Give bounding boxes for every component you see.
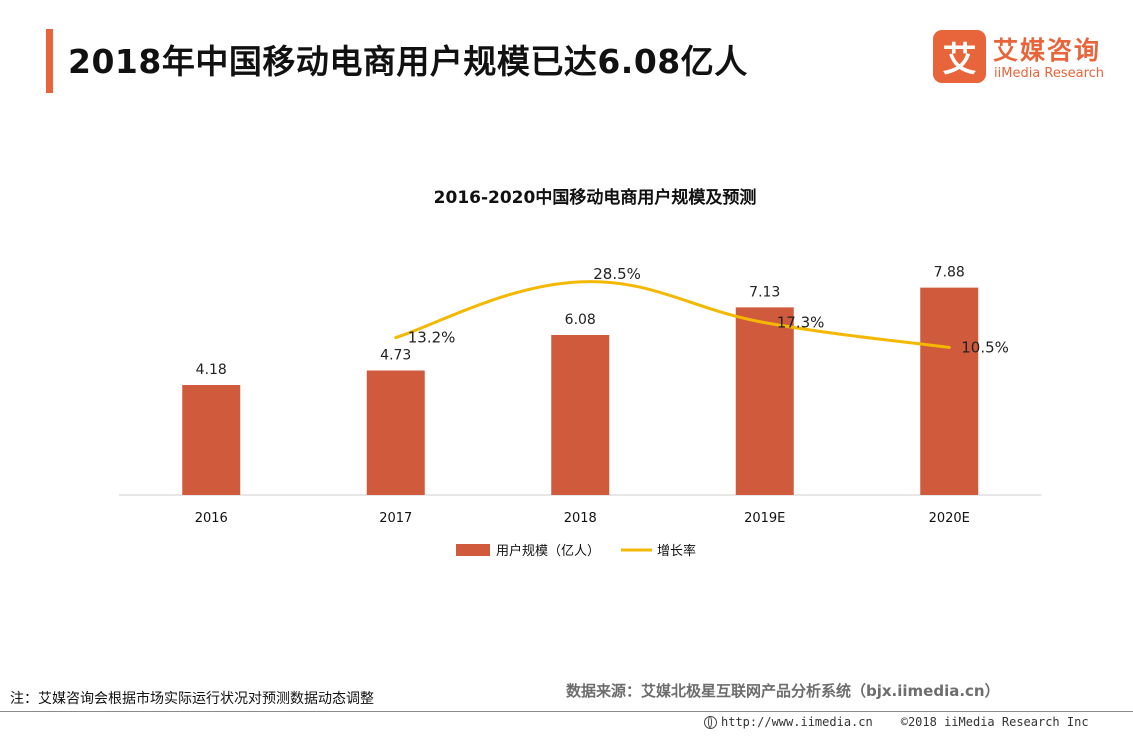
brand-name-cn: 艾媒咨询 bbox=[993, 36, 1102, 65]
x-tick-label: 2020E bbox=[929, 511, 970, 526]
bar-2017 bbox=[366, 370, 425, 495]
growth-rate-line bbox=[394, 280, 951, 349]
growth-rate-label: 13.2% bbox=[408, 329, 456, 347]
globe-icon bbox=[704, 716, 717, 729]
x-tick-label: 2019E bbox=[744, 511, 785, 526]
bar-2019E bbox=[735, 307, 794, 495]
bar-label: 6.08 bbox=[565, 312, 596, 328]
data-source: 数据来源：艾媒北极星互联网产品分析系统（bjx.iimedia.cn） bbox=[566, 682, 1000, 700]
footer-bar: http://www.iimedia.cn ©2018 iiMedia Resea… bbox=[704, 715, 1089, 729]
chart-title: 2016-2020中国移动电商用户规模及预测 bbox=[434, 187, 757, 208]
footnote: 注：艾媒咨询会根据市场实际运行状况对预测数据动态调整 bbox=[10, 691, 374, 707]
legend-label-bar: 用户规模（亿人） bbox=[496, 543, 600, 559]
x-tick-label: 2016 bbox=[195, 511, 228, 526]
bar-label: 4.18 bbox=[196, 362, 227, 378]
title-accent-bar bbox=[46, 29, 53, 93]
website-link[interactable]: http://www.iimedia.cn bbox=[721, 715, 873, 729]
footer-divider bbox=[0, 711, 1133, 712]
brand-name-en: iiMedia Research bbox=[994, 66, 1105, 81]
bar-2016 bbox=[182, 385, 241, 495]
bar-label: 7.88 bbox=[934, 265, 965, 281]
bar-label: 4.73 bbox=[380, 348, 411, 364]
growth-rate-label: 17.3% bbox=[777, 314, 825, 332]
growth-rate-label: 10.5% bbox=[961, 338, 1009, 356]
copyright: ©2018 iiMedia Research Inc bbox=[900, 715, 1089, 729]
brand-logo: 艾 艾媒咨询 iiMedia Research bbox=[933, 30, 1118, 85]
legend-label-line: 增长率 bbox=[657, 543, 696, 559]
logo-mark-icon: 艾 bbox=[933, 30, 986, 83]
bar-2018 bbox=[551, 335, 610, 495]
bar-label: 7.13 bbox=[749, 284, 780, 300]
page-title: 2018年中国移动电商用户规模已达6.08亿人 bbox=[68, 42, 748, 81]
legend-swatch-bar bbox=[456, 544, 490, 556]
chart: 2016-2020中国移动电商用户规模及预测 4.18 4.73 6.08 7.13 7.… bbox=[119, 187, 1042, 559]
bar-2020E bbox=[920, 287, 979, 495]
x-tick-label: 2018 bbox=[564, 511, 597, 526]
growth-rate-label: 28.5% bbox=[593, 265, 641, 283]
x-tick-label: 2017 bbox=[379, 511, 412, 526]
